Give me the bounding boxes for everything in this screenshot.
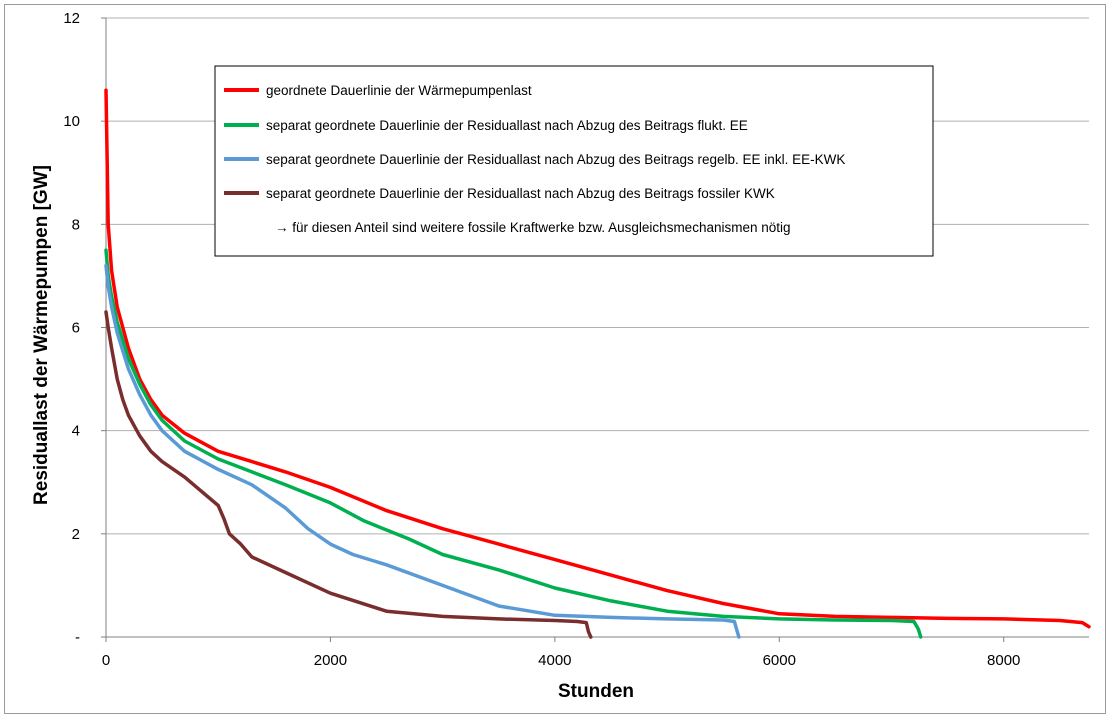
x-tick-labels: 0 2000 4000 6000 8000 (102, 652, 1021, 669)
chart-frame (4, 4, 1106, 714)
legend-label-series-3: separat geordnete Dauerlinie der Residua… (266, 152, 845, 167)
x-tick-label: 8000 (987, 652, 1020, 669)
y-axis-label: Residuallast der Wärmepumpen [GW] (31, 165, 52, 505)
x-tick-label: 6000 (763, 652, 796, 669)
legend: geordnete Dauerlinie der Wärmepumpenlast… (214, 65, 934, 257)
y-tick-label: - (75, 629, 80, 646)
y-tick-labels: - 2 4 6 8 10 12 (63, 10, 80, 646)
x-tick-label: 0 (102, 652, 110, 669)
legend-box (214, 65, 934, 257)
y-tick-label: 8 (72, 216, 80, 233)
series-lines (104, 88, 1091, 639)
legend-label-series-1: geordnete Dauerlinie der Wärmepumpenlast (266, 83, 532, 98)
y-tick-label: 2 (72, 526, 80, 543)
x-tick-label: 2000 (314, 652, 347, 669)
series-line-4 (104, 310, 593, 639)
series-line-2 (104, 248, 923, 639)
y-tick-label: 12 (63, 10, 80, 27)
series-line-1 (104, 88, 1091, 629)
x-tick-label: 4000 (538, 652, 571, 669)
series-line-3 (104, 263, 741, 639)
legend-label-series-2: separat geordnete Dauerlinie der Residua… (266, 118, 748, 133)
y-tick-label: 6 (72, 320, 80, 337)
x-axis-label: Stunden (558, 681, 634, 702)
legend-note: → für diesen Anteil sind weitere fossile… (275, 220, 791, 235)
y-tick-label: 10 (63, 113, 80, 130)
legend-label-series-4: separat geordnete Dauerlinie der Residua… (266, 186, 775, 201)
y-tick-label: 4 (72, 423, 80, 440)
